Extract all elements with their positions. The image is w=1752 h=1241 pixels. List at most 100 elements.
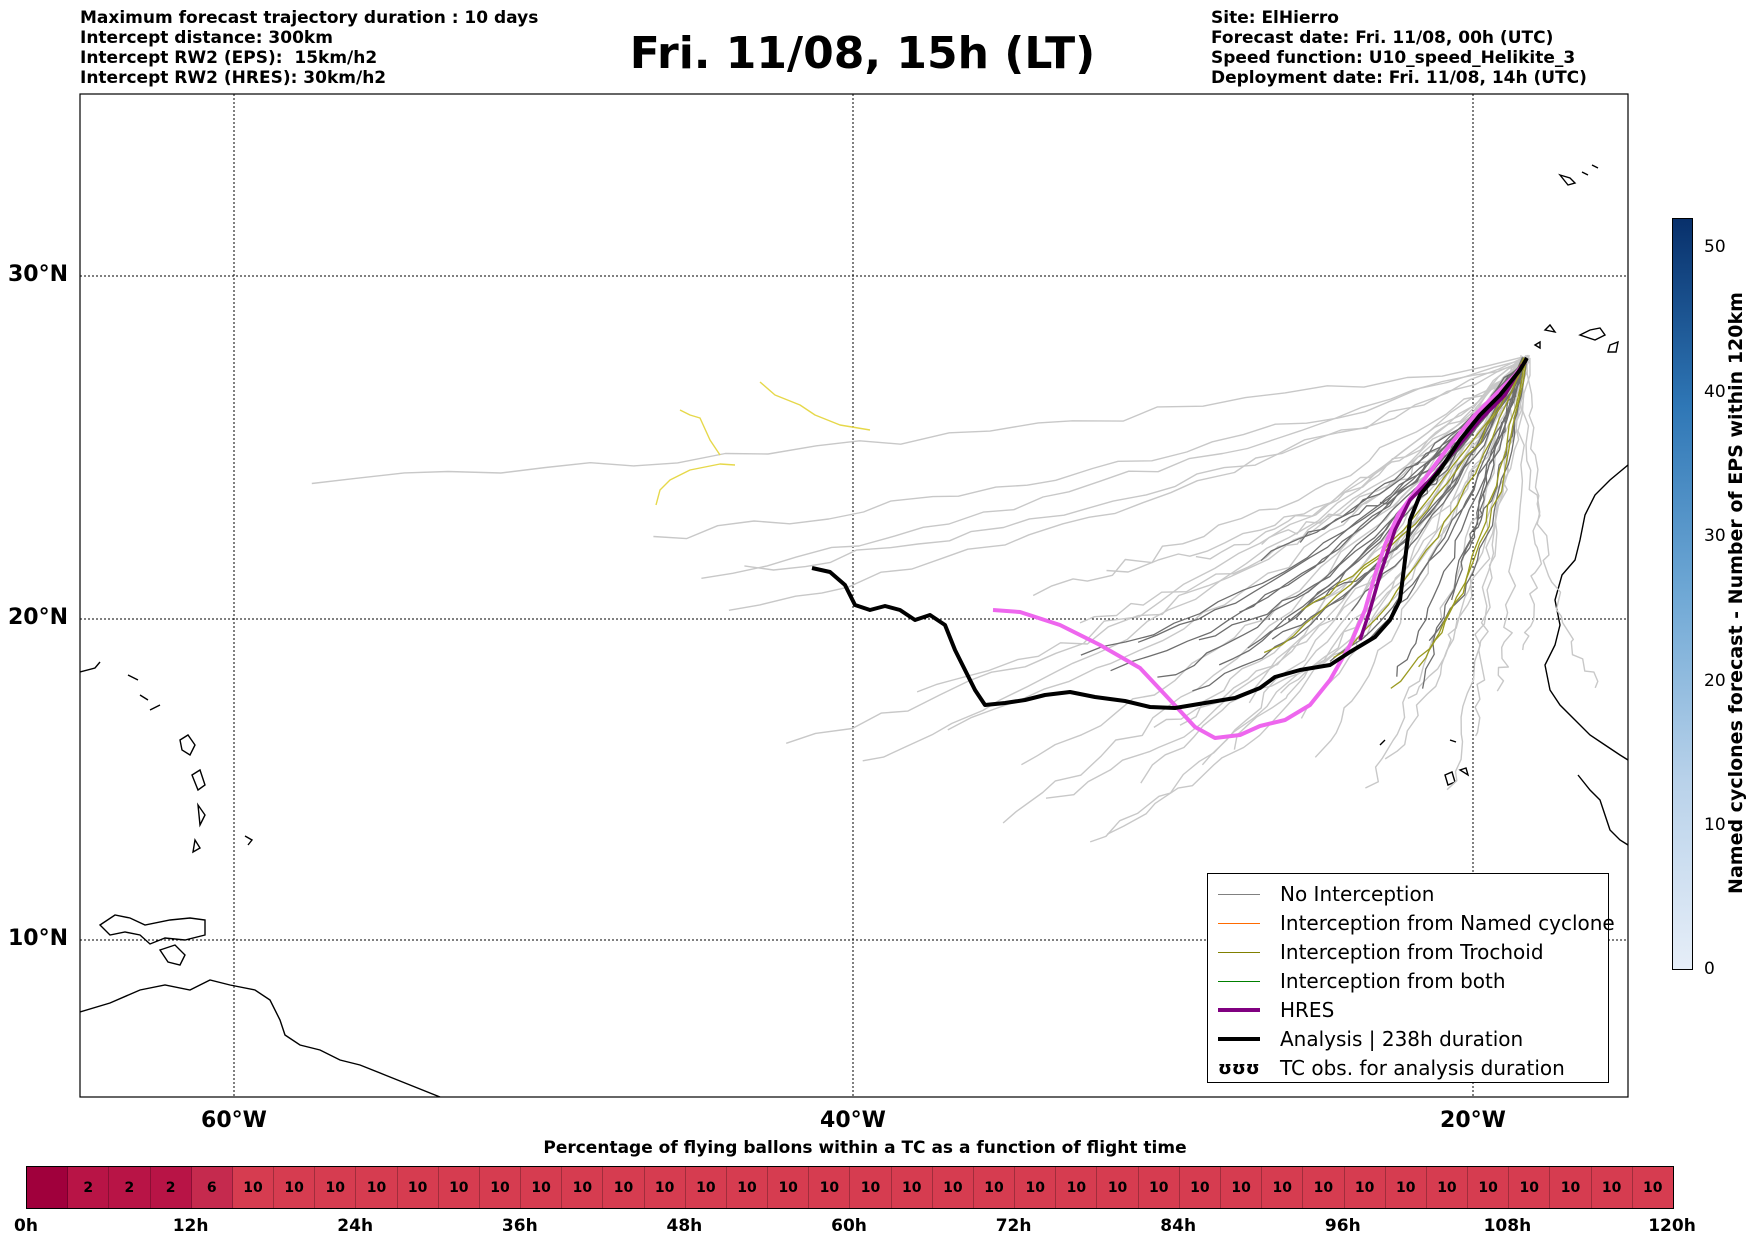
time-bar: 2 2 2 6 10 10 10 10 10 10 10 10 10 10 10 10 10 10 10 10 10 10…	[26, 1166, 1674, 1209]
eps-track-light	[1153, 359, 1522, 728]
trochoid-track	[1418, 362, 1526, 668]
legend-swatch-no-interception	[1218, 893, 1260, 895]
lat-label-30n: 30°N	[8, 262, 69, 287]
hres-track	[992, 360, 1527, 740]
time-bar-cell: 10	[603, 1167, 645, 1208]
time-bar-caption: Percentage of flying ballons within a TC…	[543, 1138, 1187, 1158]
time-bar-cell: 6	[191, 1167, 233, 1208]
time-label: 12h	[172, 1216, 209, 1236]
time-bar-cell: 10	[1550, 1167, 1592, 1208]
eps-track-light	[1032, 362, 1526, 597]
colorbar-tick-0: 0	[1704, 959, 1715, 979]
colorbar-tick-10: 10	[1704, 815, 1726, 835]
time-bar-cell: 10	[274, 1167, 316, 1208]
legend-label-trochoid: Interception from Trochoid	[1280, 940, 1544, 964]
legend-item-analysis: Analysis | 238h duration	[1218, 1025, 1523, 1053]
time-bar-cell: 10	[315, 1167, 357, 1208]
trochoid-track	[1263, 357, 1525, 654]
time-bar-cell: 10	[1138, 1167, 1180, 1208]
legend-swatch-trochoid	[1218, 951, 1260, 953]
tc-obs-icon: ʊʊʊ	[1218, 1057, 1260, 1079]
coast-islands-west	[80, 661, 101, 673]
eps-track-light	[1195, 354, 1527, 560]
time-bar-cell: 10	[685, 1167, 727, 1208]
eps-track-dark	[1329, 361, 1526, 662]
coast-barbados	[244, 835, 254, 846]
legend-item-both: Interception from both	[1218, 967, 1506, 995]
time-label: 60h	[831, 1216, 867, 1236]
eps-track-light	[862, 359, 1526, 762]
eps-track-light	[1365, 362, 1525, 789]
legend-label-hres: HRES	[1280, 998, 1335, 1022]
colorbar-label: Named cyclones forecast - Number of EPS …	[1725, 292, 1747, 894]
eps-track-light	[728, 359, 1530, 611]
legend-swatch-analysis	[1218, 1037, 1260, 1041]
eps-track-light	[1407, 359, 1528, 700]
lat-label-10n: 10°N	[8, 926, 69, 951]
time-bar-cell: 10	[397, 1167, 439, 1208]
header-deployment-date: Deployment date: Fri. 11/08, 14h (UTC)	[1211, 68, 1587, 88]
time-bar-cell: 10	[1468, 1167, 1510, 1208]
trajectory-tracks	[311, 354, 1599, 843]
eps-track-light	[1521, 357, 1599, 689]
time-bar-cell: 10	[1385, 1167, 1427, 1208]
coast-hispaniola	[98, 914, 206, 945]
eps-track-light	[1107, 361, 1522, 835]
map-frame	[79, 93, 1629, 1098]
time-bar-cell: 10	[1426, 1167, 1469, 1208]
header-max-duration: Maximum forecast trajectory duration : 1…	[80, 8, 539, 28]
time-bar-cell: 10	[973, 1167, 1016, 1208]
coast-trinidad-area	[158, 944, 186, 966]
lon-label-40w: 40°W	[820, 1108, 886, 1133]
eps-track-light	[311, 356, 1522, 485]
eps-track-light	[1280, 355, 1525, 694]
eps-track-dark	[1192, 357, 1524, 692]
time-label: 108h	[1483, 1216, 1532, 1236]
time-bar-cell: 10	[1591, 1167, 1633, 1208]
header-intercept-eps: Intercept RW2 (EPS): 15km/h2	[80, 48, 378, 68]
time-bar-cell: 10	[1509, 1167, 1551, 1208]
time-bar-cell: 10	[479, 1167, 522, 1208]
eps-track-light	[1522, 358, 1543, 651]
trochoid-track	[1390, 361, 1527, 689]
legend-item-hres: HRES	[1218, 996, 1334, 1024]
legend-swatch-hres	[1218, 1008, 1260, 1012]
time-bar-cell: 10	[1220, 1167, 1263, 1208]
colorbar-tick-40: 40	[1704, 382, 1726, 402]
hres-track-dark	[1358, 364, 1524, 641]
time-bar-cell: 10	[1632, 1167, 1673, 1208]
legend-item-trochoid: Interception from Trochoid	[1218, 938, 1544, 966]
gridlines	[80, 94, 1628, 1097]
time-bar-cell: 10	[644, 1167, 686, 1208]
eps-track-dark	[1477, 360, 1525, 521]
yellow-track	[679, 409, 721, 456]
time-bar-cell: 10	[726, 1167, 769, 1208]
time-label: 24h	[337, 1216, 374, 1236]
eps-track-dark	[1450, 357, 1527, 601]
time-label: 84h	[1160, 1216, 1197, 1236]
time-bar-cell: 2	[150, 1167, 192, 1208]
coast-south-america	[80, 979, 441, 1097]
time-bar-cell: 2	[109, 1167, 151, 1208]
time-bar-cell: 10	[521, 1167, 563, 1208]
coast-west-africa-south	[1577, 774, 1628, 846]
time-bar-cell	[27, 1167, 69, 1208]
time-bar-cell: 10	[1344, 1167, 1386, 1208]
legend-swatch-both	[1218, 980, 1260, 982]
legend-label-both: Interception from both	[1280, 969, 1506, 993]
colorbar	[1672, 218, 1693, 970]
legend-item-no-interception: No Interception	[1218, 880, 1434, 908]
time-bar-cell: 10	[1303, 1167, 1345, 1208]
eps-track-light	[744, 354, 1529, 571]
time-bar-cell: 10	[850, 1167, 892, 1208]
coast-madeira	[1558, 164, 1599, 186]
page-title: Fri. 11/08, 15h (LT)	[629, 28, 1096, 79]
trochoid-track	[1333, 359, 1525, 659]
header-intercept-hres: Intercept RW2 (HRES): 30km/h2	[80, 68, 387, 88]
time-bar-cell: 10	[562, 1167, 604, 1208]
map-legend: No Interception Interception from Named …	[1207, 873, 1615, 1083]
legend-label-tc-obs: TC obs. for analysis duration	[1280, 1056, 1565, 1080]
time-label: 48h	[666, 1216, 703, 1236]
coast-canary-islands	[1533, 323, 1619, 353]
time-label: 0h	[14, 1216, 38, 1236]
